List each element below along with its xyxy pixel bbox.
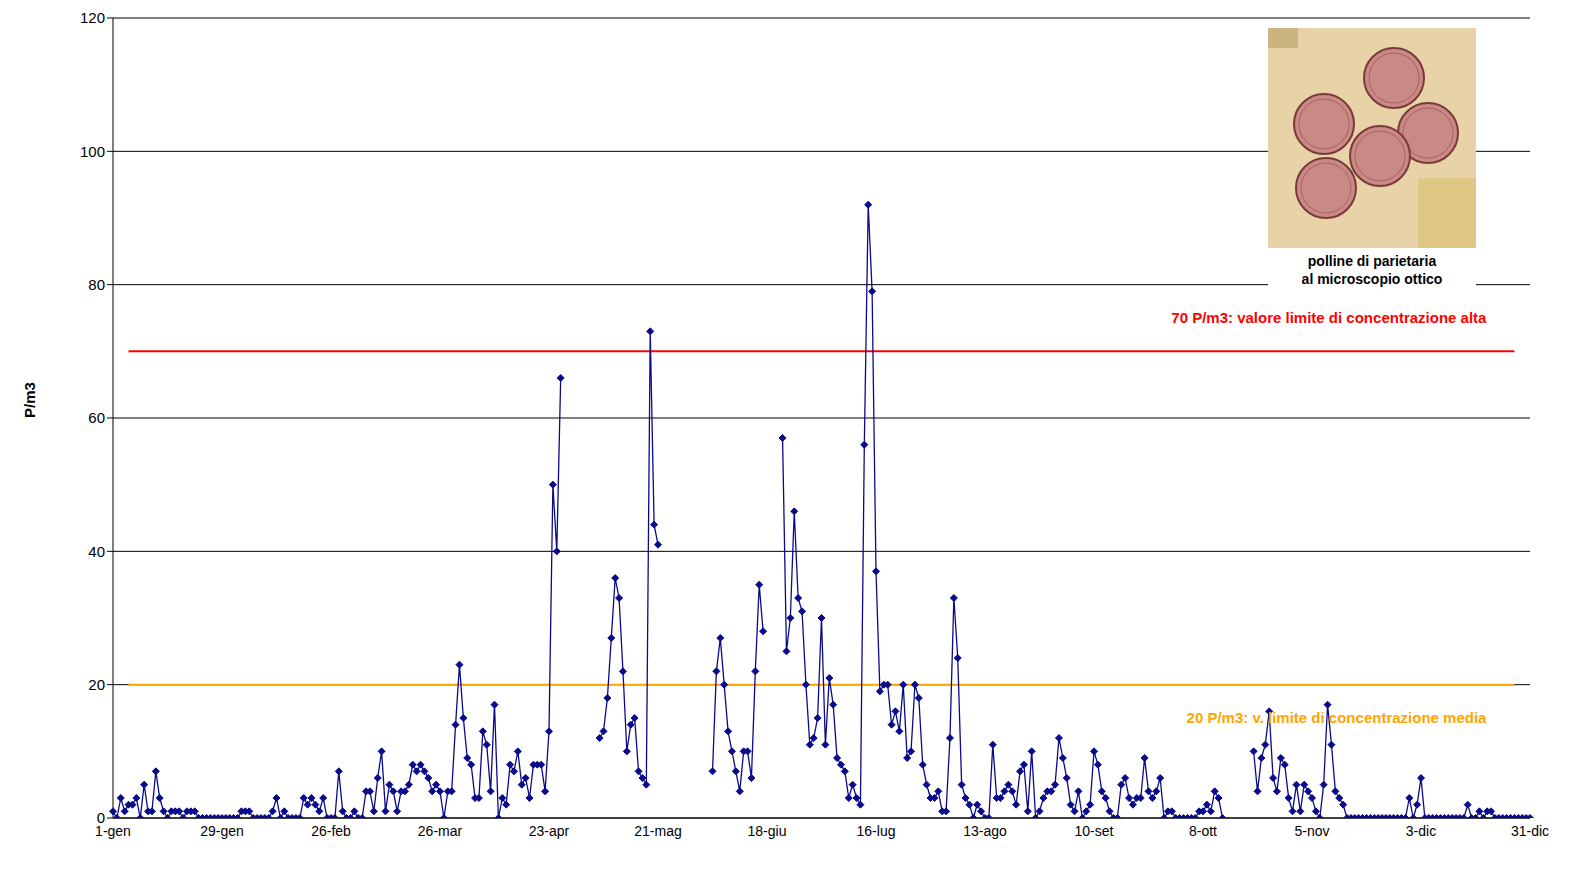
svg-text:0: 0 — [97, 809, 105, 826]
svg-text:31-dic: 31-dic — [1511, 823, 1549, 839]
svg-text:20: 20 — [88, 676, 105, 693]
svg-text:18-giu: 18-giu — [748, 823, 787, 839]
svg-text:26-mar: 26-mar — [418, 823, 463, 839]
svg-text:P/m3: P/m3 — [21, 382, 38, 418]
svg-text:70 P/m3: valore limite di conc: 70 P/m3: valore limite di concentrazione… — [1171, 309, 1487, 326]
svg-text:60: 60 — [88, 409, 105, 426]
html-text:al microscopio ottico: al microscopio ottico — [1301, 271, 1443, 287]
svg-text:16-lug: 16-lug — [857, 823, 896, 839]
svg-text:1-gen: 1-gen — [95, 822, 131, 839]
svg-text:10-set: 10-set — [1075, 823, 1114, 839]
svg-text:8-ott: 8-ott — [1189, 823, 1217, 839]
svg-text:3-dic: 3-dic — [1406, 823, 1436, 839]
svg-text:5-nov: 5-nov — [1294, 823, 1329, 839]
svg-text:40: 40 — [88, 543, 105, 560]
svg-text:29-gen: 29-gen — [200, 823, 244, 839]
svg-text:26-feb: 26-feb — [311, 823, 351, 839]
html-text:polline di parietaria: polline di parietaria — [1307, 253, 1437, 269]
svg-text:13-ago: 13-ago — [963, 823, 1007, 839]
svg-text:20 P/m3: v. limite di concentr: 20 P/m3: v. limite di concentrazione med… — [1187, 709, 1487, 726]
svg-text:21-mag: 21-mag — [634, 823, 681, 839]
svg-text:23-apr: 23-apr — [529, 823, 570, 839]
svg-text:100: 100 — [80, 143, 105, 160]
svg-text:120: 120 — [80, 9, 105, 26]
svg-text:80: 80 — [88, 276, 105, 293]
